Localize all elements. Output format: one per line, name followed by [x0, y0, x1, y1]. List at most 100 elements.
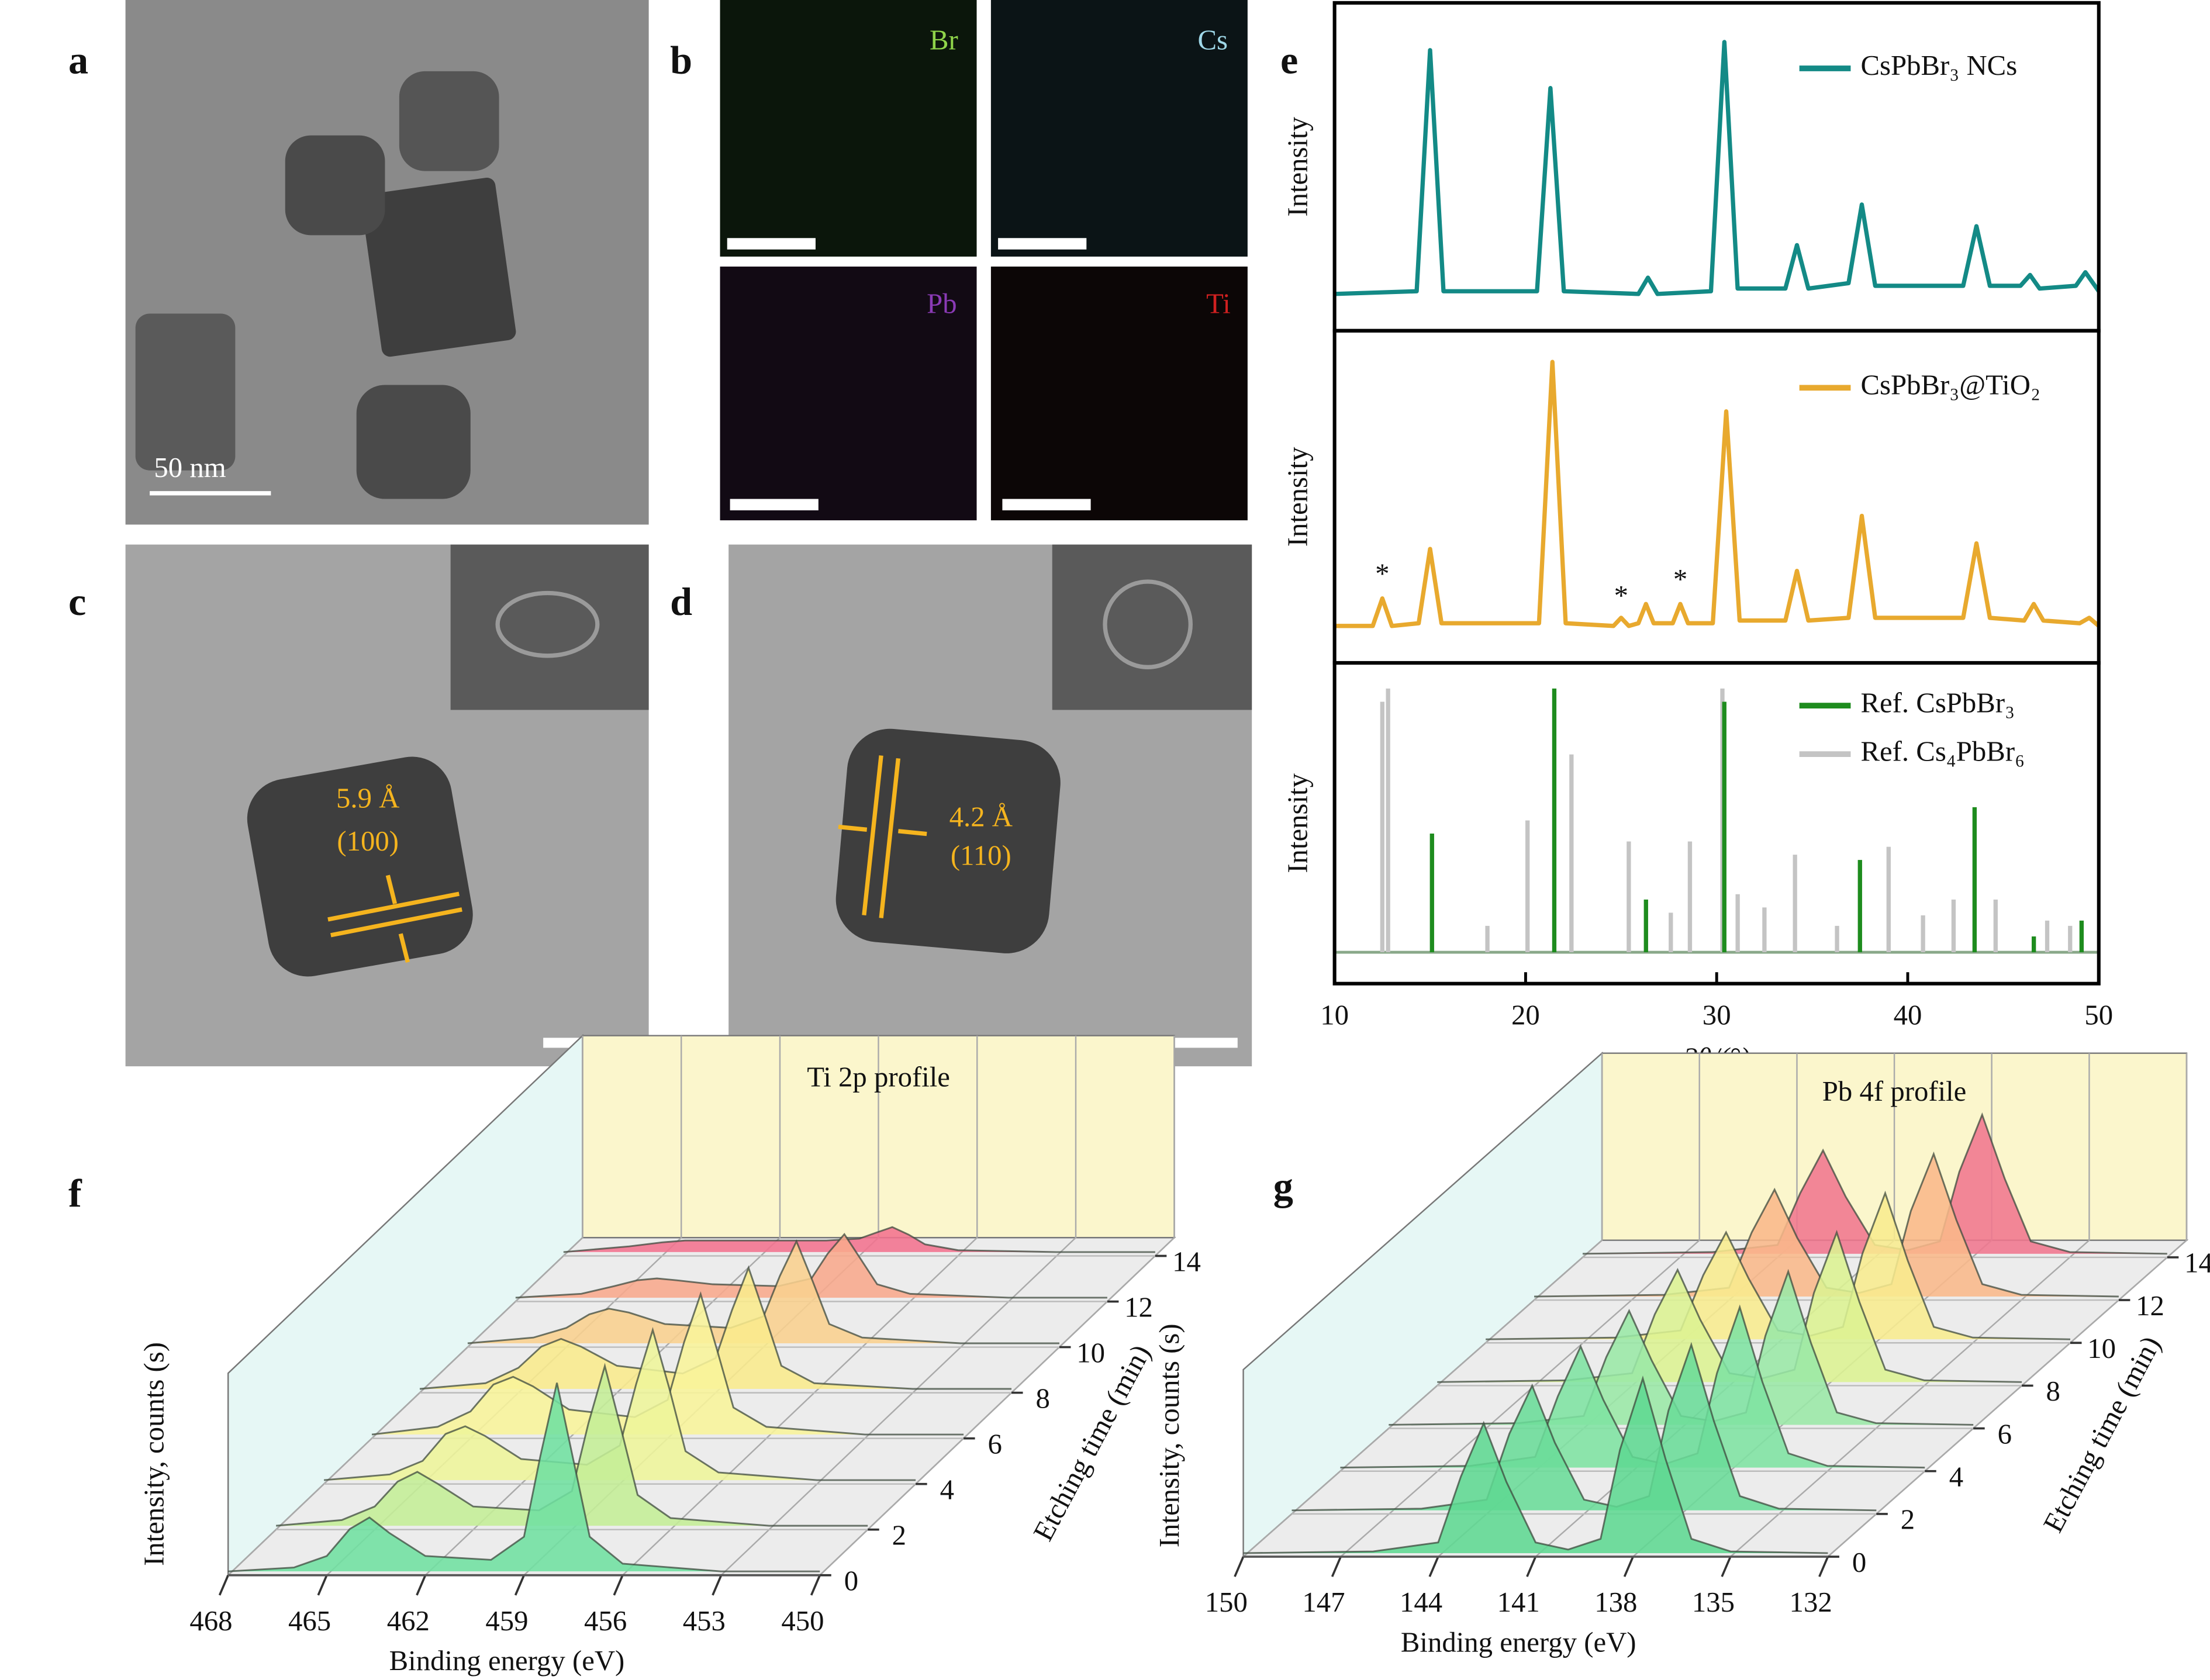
x-tick-label: 462 [387, 1605, 430, 1637]
legend-label: Ref. Cs₄PbBr₆ [1861, 735, 2025, 767]
x-tick-label: 132 [1790, 1586, 1832, 1618]
x-tick-label: 147 [1302, 1586, 1345, 1618]
xps-spectrum [228, 1382, 820, 1572]
grid-line [1242, 1053, 1603, 1557]
x-tick [1818, 1556, 1829, 1577]
x-tick [218, 1575, 229, 1596]
x-tick-label: 150 [1205, 1586, 1248, 1618]
nanocube [356, 385, 471, 499]
fft-ring [495, 590, 600, 658]
z-tick-label: 10 [1076, 1337, 1105, 1368]
eds-map [720, 0, 977, 257]
d-spacing: 5.9 Å [336, 783, 399, 814]
x-tick [514, 1575, 525, 1596]
x-axis-label: Binding energy (eV) [389, 1645, 625, 1676]
panel-label: c [68, 579, 86, 624]
x-tick [1623, 1556, 1634, 1577]
x-tick [712, 1575, 723, 1596]
panel-label: b [670, 37, 692, 82]
nanocrystal [247, 756, 473, 977]
x-axis-label: Binding energy (eV) [1401, 1626, 1636, 1658]
scale-bar [727, 238, 816, 250]
nanocube [361, 177, 516, 357]
nanocube [399, 71, 499, 171]
y-axis-label: Intensity [1282, 116, 1313, 216]
fft-ring [1103, 579, 1193, 669]
x-tick-label: 465 [288, 1605, 331, 1637]
profile-title: Pb 4f profile [1822, 1076, 1967, 1107]
xps-spectrum [1243, 1375, 1828, 1554]
legend-label: Ref. CsPbBr₃ [1861, 687, 2015, 718]
z-tick-label: 6 [1998, 1418, 2012, 1450]
z-tick-label: 12 [1124, 1291, 1153, 1323]
x-tick-label: 459 [485, 1605, 528, 1637]
element-label: Cs [1198, 24, 1228, 56]
x-tick-label: 138 [1594, 1586, 1637, 1618]
eds-map [720, 267, 977, 521]
lattice-line [330, 907, 462, 938]
plane-index: (100) [337, 825, 399, 857]
arrow [398, 933, 410, 963]
z-tick-label: 6 [988, 1428, 1002, 1460]
element-label: Pb [927, 288, 957, 320]
lattice-line [879, 758, 901, 918]
y-axis-label: Intensity, counts (s) [138, 1342, 170, 1566]
x-tick [1331, 1556, 1342, 1577]
x-tick-label: 10 [1320, 999, 1349, 1031]
annotation: * [1614, 580, 1628, 611]
x-tick [1526, 1556, 1537, 1577]
x-tick-label: 453 [683, 1605, 726, 1637]
eds-map [990, 0, 1248, 257]
x-tick-label: 468 [189, 1605, 232, 1637]
x-tick-label: 20 [1511, 999, 1540, 1031]
x-tick [1234, 1556, 1245, 1577]
grid-line [819, 1035, 1175, 1576]
arrow [898, 829, 927, 836]
x-tick-label: 456 [584, 1605, 627, 1637]
grid-line [622, 1035, 978, 1576]
y-axis-label: Intensity [1282, 447, 1313, 547]
lattice-line [327, 891, 460, 922]
x-tick [810, 1575, 821, 1596]
grid-line [1730, 1053, 2090, 1557]
z-tick-label: 0 [1852, 1547, 1866, 1578]
x-tick [416, 1575, 427, 1596]
z-tick-label: 2 [1901, 1504, 1915, 1536]
annotation: * [1375, 558, 1389, 589]
fft-inset [450, 544, 649, 710]
x-tick-label: 144 [1400, 1586, 1442, 1618]
x-tick-label: 450 [781, 1605, 824, 1637]
z-tick-label: 12 [2136, 1290, 2164, 1322]
z-tick-label: 0 [844, 1565, 858, 1597]
z-tick-label: 4 [1949, 1461, 1963, 1493]
z-tick-label: 14 [2184, 1247, 2210, 1279]
panel-label: g [1273, 1164, 1293, 1208]
element-label: Br [930, 24, 958, 56]
x-tick [1721, 1556, 1732, 1577]
nanocube [135, 313, 236, 471]
xrd-line [1334, 40, 2101, 296]
x-tick-label: 30 [1703, 999, 1731, 1031]
eds-map [990, 267, 1248, 521]
y-axis-label: Intensity, counts (s) [1154, 1323, 1185, 1547]
scale-bar [730, 499, 819, 511]
panel-label: d [670, 579, 692, 624]
scale-bar [1002, 499, 1091, 511]
z-tick-label: 4 [940, 1474, 954, 1505]
scale-bar-label: 50 nm [154, 452, 226, 483]
grid-line [720, 1035, 1077, 1576]
plot-frame [1332, 661, 2101, 986]
x-tick-label: 50 [2084, 999, 2113, 1031]
legend-label: CsPbBr₃ NCs [1861, 50, 2018, 81]
z-tick-label: 2 [892, 1520, 906, 1551]
panel-label: e [1280, 37, 1298, 82]
fft-inset [1052, 544, 1252, 710]
grid-line [1827, 1053, 2188, 1557]
x-tick-label: 141 [1497, 1586, 1540, 1618]
lattice-line [862, 755, 883, 916]
x-tick [613, 1575, 624, 1596]
arrow [385, 874, 398, 905]
x-tick [317, 1575, 328, 1596]
plane-index: (110) [951, 839, 1011, 871]
